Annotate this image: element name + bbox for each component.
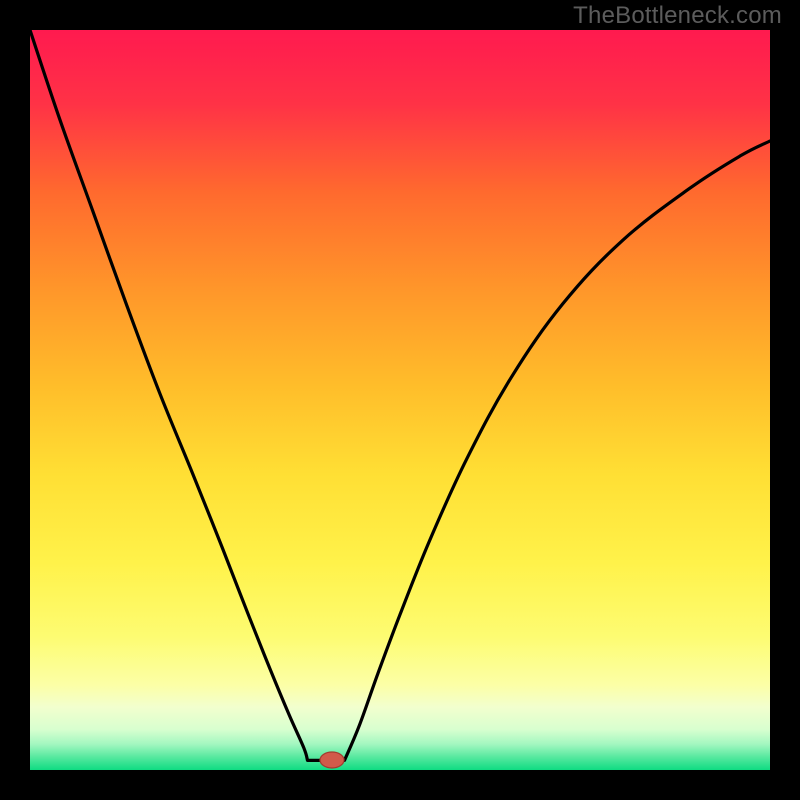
- bottleneck-curve: [30, 30, 770, 770]
- plot-area: [30, 30, 770, 770]
- optimum-marker: [317, 749, 347, 770]
- watermark-text: TheBottleneck.com: [573, 2, 782, 30]
- chart-stage: TheBottleneck.com: [0, 0, 800, 800]
